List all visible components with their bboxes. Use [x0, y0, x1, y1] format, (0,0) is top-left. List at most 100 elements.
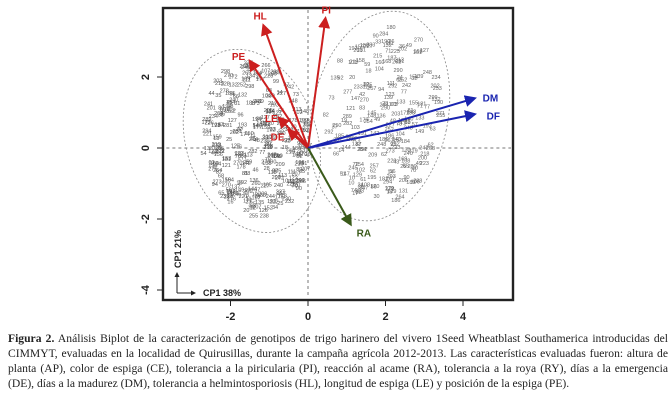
genotype-point: 89	[256, 117, 262, 123]
genotype-point: 149	[235, 187, 244, 193]
genotype-point: 272	[347, 137, 356, 143]
genotype-point: 136	[377, 114, 386, 120]
genotype-point: 219	[295, 162, 304, 168]
genotype-point: 205	[264, 108, 273, 114]
genotype-point: 175	[275, 194, 284, 200]
genotype-point: 282	[343, 121, 352, 127]
genotype-point: 197	[252, 196, 261, 202]
genotype-point: 230	[282, 197, 291, 203]
genotype-point: 251	[395, 59, 404, 65]
genotype-point: 277	[244, 60, 253, 66]
genotype-point: 139	[414, 74, 423, 80]
genotype-point: 56	[389, 169, 395, 175]
genotype-point: 78	[244, 64, 250, 70]
genotype-point: 132	[383, 43, 392, 49]
genotype-point: 165	[230, 191, 239, 197]
genotype-point: 153	[222, 156, 231, 162]
genotype-point: 122	[227, 109, 236, 115]
genotype-point: 90	[270, 159, 276, 165]
genotype-point: 186	[379, 137, 388, 143]
genotype-point: 296	[296, 178, 305, 184]
genotype-point: 49	[374, 117, 380, 123]
genotype-point: 71	[273, 153, 279, 159]
genotype-point: 142	[242, 161, 251, 167]
genotype-point: 26	[400, 164, 406, 170]
genotype-point: 36	[388, 39, 394, 45]
genotype-point: 156	[214, 152, 223, 158]
genotype-point: 80	[218, 105, 224, 111]
genotype-point: 94	[212, 182, 218, 188]
genotype-point: 242	[285, 85, 294, 91]
genotype-point: 253	[433, 86, 442, 92]
genotype-point: 260	[251, 181, 260, 187]
genotype-point: 193	[238, 122, 247, 128]
genotype-point: 190	[276, 131, 285, 137]
genotype-point: 244	[266, 194, 275, 200]
genotype-point: 135	[330, 75, 339, 81]
genotype-point: 101	[348, 60, 357, 66]
genotype-point: 66	[233, 94, 239, 100]
genotype-point: 281	[223, 123, 232, 129]
genotype-point: 96	[230, 92, 236, 98]
genotype-point: 66	[333, 151, 339, 157]
genotype-point: 135	[213, 145, 222, 151]
genotype-point: 160	[210, 161, 219, 167]
genotype-point: 71	[417, 104, 423, 110]
genotype-point: 159	[261, 125, 270, 131]
genotype-point: 54	[278, 108, 284, 114]
genotype-point: 207	[252, 204, 261, 210]
genotype-point: 169	[398, 156, 407, 162]
genotype-point: 231	[298, 161, 307, 167]
genotype-point: 23	[246, 200, 252, 206]
genotype-point: 241	[397, 121, 406, 127]
genotype-point: 178	[237, 164, 246, 170]
genotype-point: 10	[282, 178, 288, 184]
genotype-point: 238	[260, 213, 269, 219]
genotype-point: 92	[337, 75, 343, 81]
genotype-point: 298	[245, 84, 254, 90]
cluster-ellipse	[309, 10, 451, 222]
genotype-point: 169	[241, 76, 250, 82]
genotype-point: 79	[227, 194, 233, 200]
genotype-point: 11	[246, 196, 252, 202]
genotype-point: 122	[208, 149, 217, 155]
genotype-point: 247	[419, 146, 428, 152]
genotype-point: 27	[220, 112, 226, 118]
genotype-point: 173	[389, 102, 398, 108]
genotype-point: 171	[400, 111, 409, 117]
genotype-point: 136	[249, 178, 258, 184]
genotype-point: 49	[406, 43, 412, 49]
genotype-point: 31	[234, 101, 240, 107]
genotype-point: 120	[370, 184, 379, 190]
genotype-point: 178	[278, 193, 287, 199]
genotype-point: 135	[255, 200, 264, 206]
genotype-point: 19	[236, 181, 242, 187]
genotype-point: 298	[221, 69, 230, 75]
genotype-point: 71	[385, 48, 391, 54]
genotype-point: 114	[363, 85, 372, 91]
genotype-point: 185	[335, 133, 344, 139]
genotype-point: 234	[432, 75, 441, 81]
genotype-point: 129	[387, 189, 396, 195]
genotype-point: 233	[212, 143, 221, 149]
cluster-ellipse	[182, 48, 321, 233]
genotype-point: 32	[260, 121, 266, 127]
genotype-point: 159	[355, 44, 364, 50]
genotype-point: 96	[249, 205, 255, 211]
genotype-point: 156	[222, 178, 231, 184]
genotype-point: 34	[272, 205, 278, 211]
genotype-point: 217	[268, 101, 277, 107]
genotype-point: 210	[263, 134, 272, 140]
genotype-point: 14	[338, 148, 344, 154]
genotype-point: 268	[227, 190, 236, 196]
genotype-point: 266	[261, 63, 270, 69]
genotype-point: 160	[375, 60, 384, 66]
genotype-point: 127	[273, 111, 282, 117]
genotype-point: 68	[227, 104, 233, 110]
genotype-point: 62	[428, 142, 434, 148]
genotype-point: 225	[391, 49, 400, 55]
genotype-point: 215	[373, 54, 382, 60]
genotype-point: 63	[209, 160, 215, 166]
genotype-point: 18	[365, 69, 371, 75]
genotype-point: 97	[272, 169, 278, 175]
